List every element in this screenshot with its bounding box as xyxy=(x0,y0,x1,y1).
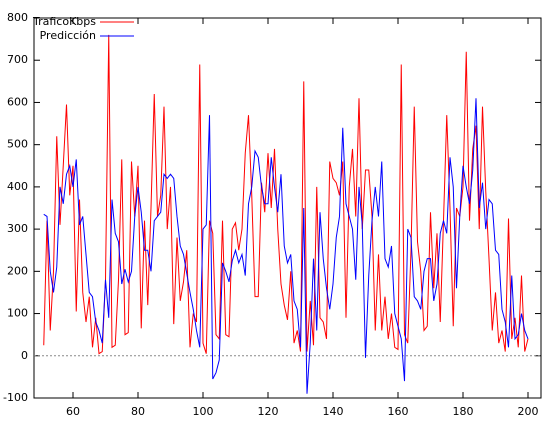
x-tick-label: 160 xyxy=(388,405,409,418)
y-tick-label: 200 xyxy=(7,264,28,277)
y-tick-label: 0 xyxy=(21,349,28,362)
legend-label: Predicción xyxy=(40,29,96,42)
y-tick-label: -100 xyxy=(3,391,28,404)
y-tick-label: 500 xyxy=(7,138,28,151)
legend-label: TraficoKbps xyxy=(32,15,96,28)
x-tick-label: 120 xyxy=(258,405,279,418)
x-tick-label: 80 xyxy=(131,405,145,418)
y-tick-label: 700 xyxy=(7,53,28,66)
y-tick-label: 100 xyxy=(7,307,28,320)
y-tick-label: 300 xyxy=(7,222,28,235)
x-tick-label: 180 xyxy=(453,405,474,418)
x-tick-label: 140 xyxy=(323,405,344,418)
x-tick-label: 60 xyxy=(66,405,80,418)
y-tick-label: 800 xyxy=(7,11,28,24)
y-tick-label: 400 xyxy=(7,180,28,193)
x-tick-label: 200 xyxy=(518,405,539,418)
series-line xyxy=(43,34,529,355)
y-tick-label: 600 xyxy=(7,95,28,108)
series-line xyxy=(43,98,529,394)
x-tick-label: 100 xyxy=(193,405,214,418)
plot-frame xyxy=(33,17,542,399)
